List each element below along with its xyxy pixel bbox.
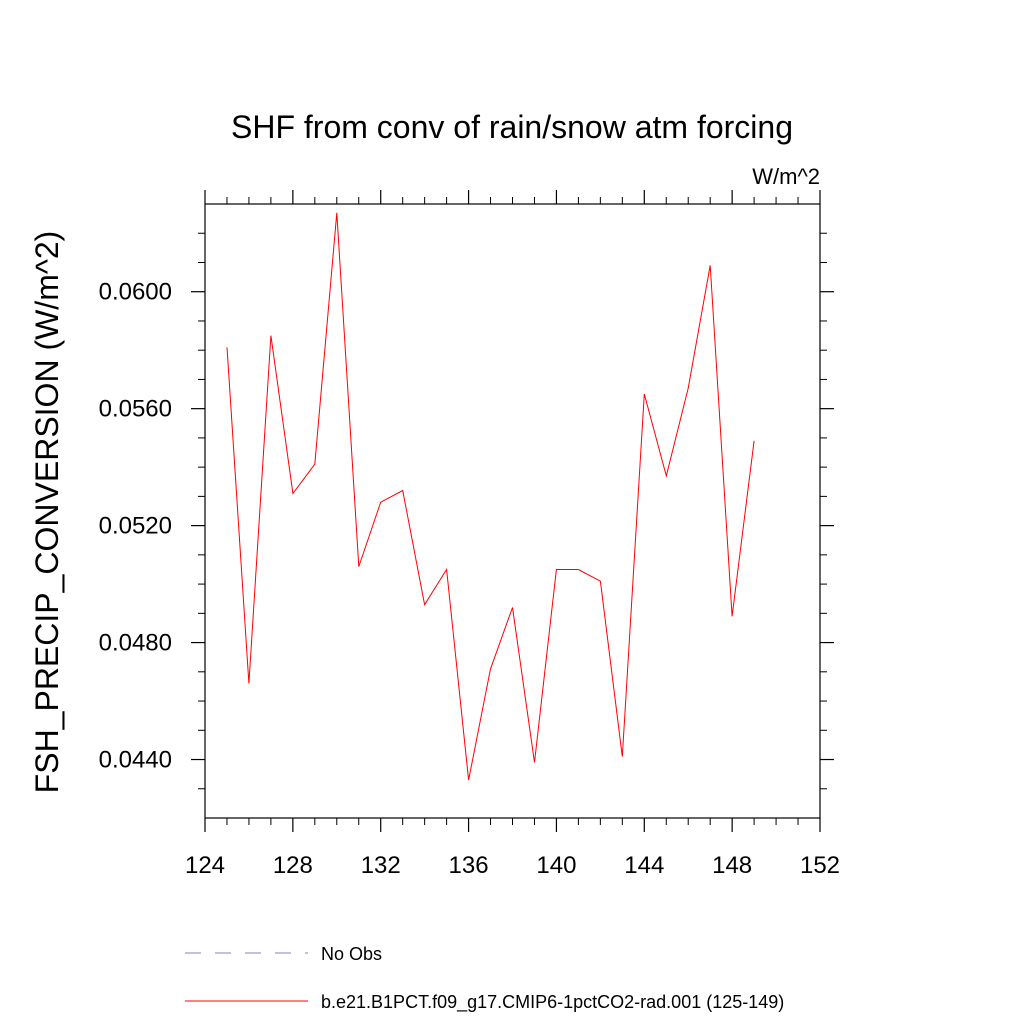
legend: No Obs b.e21.B1PCT.f09_g17.CMIP6-1pctCO2… — [185, 944, 784, 1013]
legend-series-label: b.e21.B1PCT.f09_g17.CMIP6-1pctCO2-rad.00… — [321, 992, 784, 1013]
x-tick-label: 140 — [536, 852, 576, 879]
x-tick-label: 124 — [185, 852, 225, 879]
x-tick-label: 152 — [800, 852, 840, 879]
units-label: W/m^2 — [752, 164, 820, 189]
y-axis-label: FSH_PRECIP_CONVERSION (W/m^2) — [29, 231, 65, 794]
legend-no-obs-label: No Obs — [321, 944, 382, 964]
y-tick-label: 0.0560 — [99, 396, 172, 423]
series-line — [226, 212, 755, 781]
x-tick-label: 136 — [449, 852, 489, 879]
x-axis-ticks — [204, 190, 821, 832]
x-axis-tick-labels: 124 128 132 136 140 144 148 152 — [185, 852, 840, 879]
x-tick-label: 132 — [361, 852, 401, 879]
x-tick-label: 144 — [624, 852, 664, 879]
series-group — [226, 212, 755, 781]
y-tick-label: 0.0480 — [99, 630, 172, 657]
y-tick-label: 0.0440 — [99, 747, 172, 774]
plot-frame — [204, 203, 821, 819]
y-tick-label: 0.0600 — [99, 279, 172, 306]
y-tick-label: 0.0520 — [99, 513, 172, 540]
x-tick-label: 128 — [273, 852, 313, 879]
x-tick-label: 148 — [712, 852, 752, 879]
y-axis-ticks — [191, 232, 834, 790]
y-axis-tick-labels: 0.0440 0.0480 0.0520 0.0560 0.0600 — [99, 279, 172, 774]
chart-title: SHF from conv of rain/snow atm forcing — [231, 109, 793, 145]
